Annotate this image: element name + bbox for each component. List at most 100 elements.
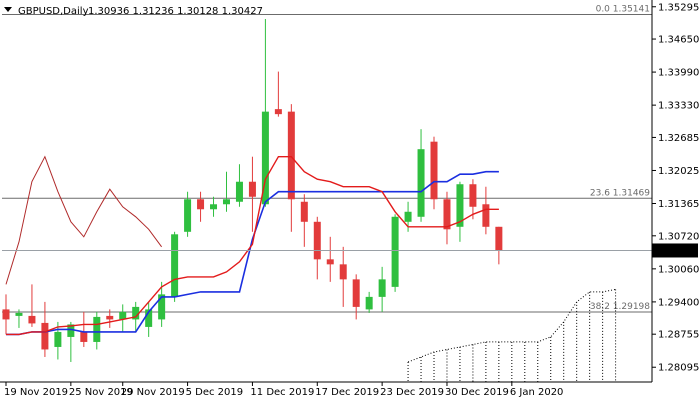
kijun-line bbox=[6, 170, 499, 336]
candles bbox=[2, 19, 503, 362]
candle-body bbox=[261, 111, 269, 205]
price-tick-label: 1.32025 bbox=[658, 166, 699, 177]
time-tick-label: 23 Dec 2019 bbox=[380, 387, 444, 398]
price-tick-label: 1.31365 bbox=[658, 199, 699, 210]
price-tick-label: 1.35295 bbox=[658, 2, 699, 13]
candle-body bbox=[404, 211, 412, 222]
price-tick-label: 1.34650 bbox=[658, 35, 699, 46]
candle-body bbox=[365, 296, 373, 310]
candle bbox=[365, 291, 373, 313]
candle bbox=[41, 301, 49, 357]
candle bbox=[2, 294, 10, 335]
candle bbox=[145, 301, 153, 337]
candle-body bbox=[145, 309, 153, 327]
candle-body bbox=[274, 109, 282, 115]
candle-body bbox=[482, 204, 490, 227]
cloud-edge bbox=[407, 288, 616, 363]
candle-body bbox=[171, 234, 179, 297]
candle-body bbox=[132, 306, 140, 320]
candle bbox=[287, 104, 295, 232]
candle bbox=[248, 156, 256, 232]
time-tick-label: 17 Dec 2019 bbox=[315, 387, 379, 398]
candle-body bbox=[495, 226, 503, 251]
candle-body bbox=[300, 201, 308, 222]
candle bbox=[391, 214, 399, 292]
collapse-arrow-icon bbox=[4, 7, 12, 12]
chikou-span bbox=[5, 155, 163, 285]
candle-body bbox=[339, 264, 347, 280]
candle bbox=[80, 311, 88, 347]
candle-body bbox=[235, 181, 243, 202]
candle bbox=[443, 191, 451, 245]
candle bbox=[378, 266, 386, 312]
candle bbox=[313, 216, 321, 280]
candle bbox=[158, 281, 166, 327]
candle bbox=[184, 191, 192, 237]
candle bbox=[67, 321, 75, 362]
candle bbox=[15, 309, 23, 328]
chart-ohlc: 1.30936 1.31236 1.30128 1.30427 bbox=[88, 6, 263, 17]
candle bbox=[495, 226, 503, 265]
candle bbox=[106, 309, 114, 328]
candle bbox=[326, 236, 334, 282]
candle-body bbox=[430, 141, 438, 200]
candle-body bbox=[2, 309, 10, 320]
candle-body bbox=[248, 181, 256, 197]
fibonacci-levels: 0.0 1.35141 23.6 1.31469 38.2 1.29198 bbox=[2, 4, 652, 313]
candle-body bbox=[313, 221, 321, 260]
price-tick-label: 1.33330 bbox=[658, 101, 699, 112]
candle bbox=[352, 274, 360, 320]
chart-header: GBPUSD,Daily 1.30936 1.31236 1.30128 1.30… bbox=[4, 6, 263, 17]
candle bbox=[482, 186, 490, 235]
candle bbox=[222, 171, 230, 212]
chikou-line bbox=[5, 155, 163, 285]
candle-body bbox=[15, 312, 23, 316]
candle-body bbox=[210, 204, 218, 210]
price-tick-label: 1.29400 bbox=[658, 297, 699, 308]
candle bbox=[119, 304, 127, 332]
candle-body bbox=[158, 294, 166, 320]
time-tick-label: 11 Dec 2019 bbox=[250, 387, 314, 398]
price-axis: 1.35295 1.34650 1.33990 1.33330 1.32685 1.320… bbox=[2, 2, 699, 374]
chart-symbol: GBPUSD,Daily bbox=[18, 6, 89, 17]
tenkan-line bbox=[6, 155, 499, 336]
time-tick-label: 19 Nov 2019 bbox=[4, 387, 68, 398]
ichimoku-lines bbox=[6, 155, 499, 336]
candle bbox=[197, 191, 205, 222]
price-tick-label: 1.28095 bbox=[658, 363, 699, 374]
candle-body bbox=[326, 259, 334, 265]
candle-body bbox=[391, 216, 399, 287]
price-tick-label: 1.30720 bbox=[658, 231, 699, 242]
candle bbox=[171, 231, 179, 302]
candle-body bbox=[67, 324, 75, 337]
candle bbox=[417, 129, 425, 222]
price-tick-label: 1.33990 bbox=[658, 68, 699, 79]
candle-body bbox=[119, 311, 127, 320]
candle-body bbox=[28, 315, 36, 324]
candle-body bbox=[80, 331, 88, 342]
candle-body bbox=[456, 184, 464, 227]
candle-body bbox=[54, 331, 62, 347]
fib-label: 23.6 1.31469 bbox=[590, 188, 650, 198]
candle-body bbox=[352, 279, 360, 307]
time-tick-label: 29 Nov 2019 bbox=[121, 387, 185, 398]
ichimoku-cloud bbox=[407, 288, 617, 382]
candle bbox=[261, 19, 269, 207]
candle bbox=[54, 321, 62, 360]
time-tick-label: 5 Dec 2019 bbox=[186, 387, 244, 398]
candle bbox=[430, 136, 438, 210]
time-tick-label: 30 Dec 2019 bbox=[445, 387, 509, 398]
candle-body bbox=[378, 279, 386, 297]
candle-body bbox=[469, 184, 477, 207]
price-tick-label: 1.30060 bbox=[658, 264, 699, 275]
fib-label: 38.2 1.29198 bbox=[590, 302, 650, 312]
price-tick-label: 1.32685 bbox=[658, 133, 699, 144]
candle-body bbox=[106, 315, 114, 320]
candle bbox=[28, 284, 36, 327]
time-tick-label: 25 Nov 2019 bbox=[69, 387, 133, 398]
candle-body bbox=[287, 111, 295, 200]
current-price-label: 1.30427 bbox=[656, 246, 697, 257]
candle bbox=[93, 311, 101, 350]
